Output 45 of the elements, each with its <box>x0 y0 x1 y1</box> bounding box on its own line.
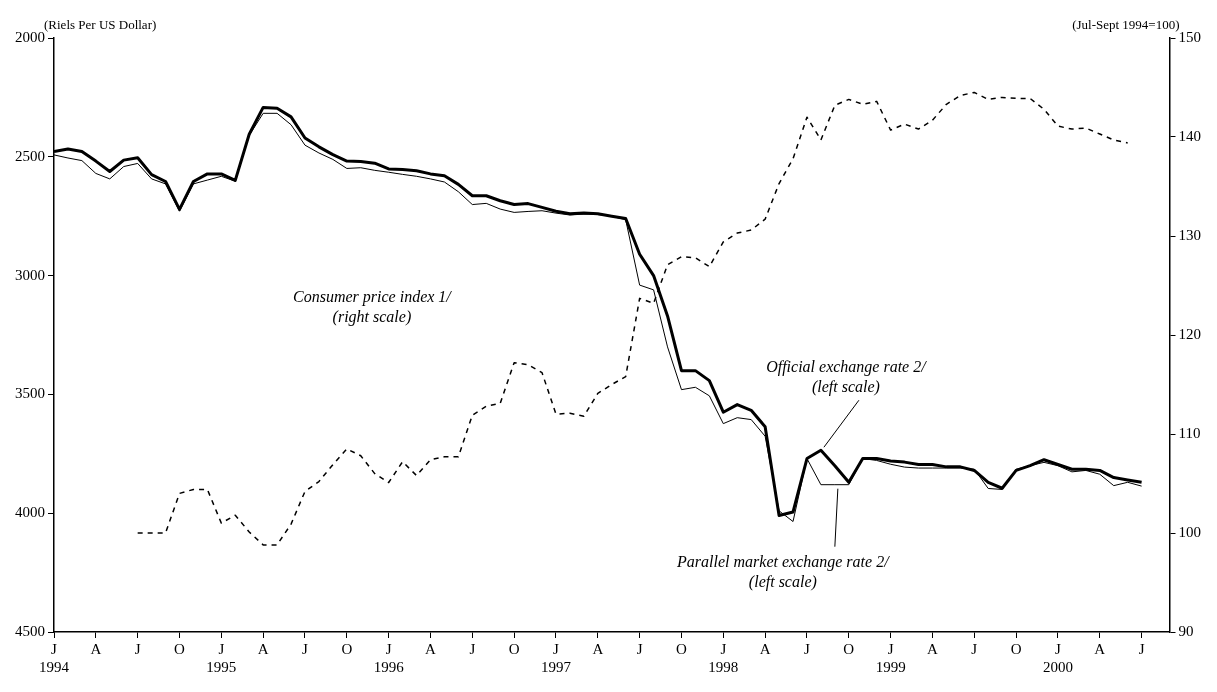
annotation: Parallel market exchange rate 2/ (left scale) <box>676 552 891 591</box>
x-tick-label: O <box>1010 640 1022 657</box>
x-tick-label: J 1999 <box>875 640 906 675</box>
y-axis-title: (Riels Per US Dollar) <box>44 16 157 32</box>
x-tick-label: O <box>341 640 353 657</box>
y2-axis-title: (Jul-Sept 1994=100) <box>1072 16 1180 32</box>
x-tick-label: J 1998 <box>708 640 739 675</box>
x-tick-label: J <box>804 640 811 657</box>
y-tick-label: 2500 <box>15 147 45 164</box>
y2-tick-label: 120 <box>1178 325 1201 342</box>
x-tick-label: J <box>1138 640 1145 657</box>
x-tick-label: J <box>636 640 643 657</box>
x-tick-label: O <box>676 640 688 657</box>
x-tick-label: A <box>927 640 939 657</box>
annotation: Official exchange rate 2/ (left scale) <box>766 358 928 397</box>
y2-tick-label: 100 <box>1178 523 1201 540</box>
y2-tick-label: 110 <box>1178 424 1201 441</box>
x-tick-label: J <box>134 640 141 657</box>
x-tick-label: A <box>425 640 437 657</box>
x-tick-label: A <box>1094 640 1106 657</box>
y-tick-label: 3000 <box>15 266 45 283</box>
y-tick-label: 4500 <box>15 622 45 639</box>
x-tick-label: J 1995 <box>206 640 237 675</box>
x-tick-label: O <box>843 640 855 657</box>
y-tick-label: 3500 <box>15 385 45 402</box>
x-tick-label: O <box>508 640 520 657</box>
x-tick-label: J 2000 <box>1042 640 1073 675</box>
x-tick-label: A <box>257 640 269 657</box>
x-tick-label: A <box>592 640 604 657</box>
x-tick-label: J 1994 <box>39 640 70 675</box>
x-tick-label: A <box>90 640 102 657</box>
y-tick-label: 2000 <box>15 28 45 45</box>
x-tick-label: J 1996 <box>373 640 405 675</box>
x-tick-label: J <box>469 640 476 657</box>
x-tick-label: O <box>174 640 186 657</box>
x-tick-label: J <box>302 640 309 657</box>
y2-tick-label: 90 <box>1178 622 1194 639</box>
y2-tick-label: 150 <box>1178 28 1201 45</box>
x-tick-label: J 1997 <box>540 640 572 675</box>
y-tick-label: 4000 <box>15 504 45 521</box>
x-tick-label: J <box>971 640 978 657</box>
y2-tick-label: 130 <box>1178 226 1201 243</box>
y2-tick-label: 140 <box>1178 127 1201 144</box>
annotation: Consumer price index 1/ (right scale) <box>293 288 453 327</box>
x-tick-label: A <box>759 640 771 657</box>
